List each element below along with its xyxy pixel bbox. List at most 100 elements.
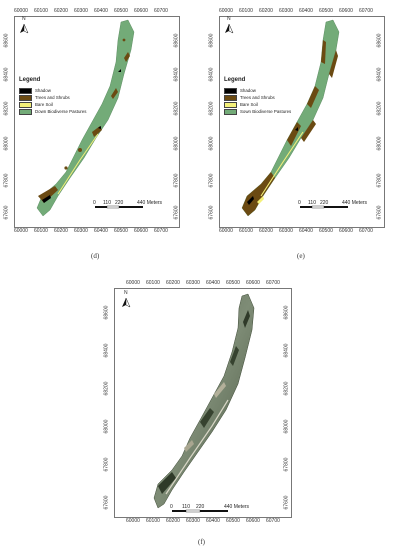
bare-soil-patch [214, 382, 226, 398]
scale-label: 440 Meters [342, 200, 368, 206]
scale-label: 440 Meters [137, 200, 163, 206]
x-tick: 60200 [54, 228, 68, 234]
x-tick: 60400 [299, 8, 313, 14]
x-tick: 60000 [14, 8, 28, 14]
north-arrow-icon [225, 23, 234, 34]
panel-caption-d: (d) [91, 252, 100, 260]
x-tick: 60400 [94, 8, 108, 14]
trees-patch [243, 310, 250, 328]
x-tick: 60600 [134, 8, 148, 14]
x-tick: 60500 [319, 228, 333, 234]
legend-label: Bare Soil [240, 102, 258, 108]
legend-swatch [19, 95, 32, 101]
legend-swatch [19, 102, 32, 108]
x-tick: 60500 [226, 518, 240, 524]
map-panel-d: 60000 60100 60200 60300 60400 60500 6060… [0, 0, 205, 268]
panel-caption-f: (f) [198, 538, 205, 546]
legend-item-pasture: Down Biodiverse Pastures [19, 109, 87, 115]
trees-patch [200, 408, 214, 428]
legend-title: Legend [224, 77, 246, 83]
x-tick: 60100 [146, 518, 160, 524]
scale-label: 0 [170, 504, 173, 510]
bare-soil-road [57, 133, 99, 195]
legend-label: Down Biodiverse Pastures [35, 109, 87, 115]
shadow-patch [118, 69, 121, 72]
legend-label: Trees and Shrubs [35, 95, 70, 101]
map-frame-f [114, 288, 292, 518]
trees-patch [321, 40, 326, 64]
north-label: N [227, 16, 231, 22]
legend-item-shadow: Shadow [224, 88, 256, 94]
x-tick: 60300 [74, 8, 88, 14]
legend-title: Legend [19, 77, 41, 83]
x-tick: 60200 [259, 228, 273, 234]
trees-patch [307, 86, 319, 108]
map-panel-e: 60000 60100 60200 60300 60400 60500 6060… [205, 0, 409, 268]
x-tick: 60600 [246, 518, 260, 524]
x-tick: 60400 [206, 280, 220, 286]
legend-swatch [224, 109, 237, 115]
scale-label: 110 [182, 504, 190, 510]
x-tick: 60000 [219, 228, 233, 234]
x-tick: 60400 [299, 228, 313, 234]
trees-patch [92, 126, 102, 137]
x-tick: 60100 [34, 8, 48, 14]
trees-patch [230, 346, 239, 366]
trees-patch [242, 172, 275, 216]
x-tick: 60500 [226, 280, 240, 286]
legend-label: Shadow [35, 88, 51, 94]
legend-swatch [224, 102, 237, 108]
map-panel-f: 60000 60100 60200 60300 60400 60500 6060… [102, 272, 307, 550]
x-tick: 60100 [34, 228, 48, 234]
scale-label: 110 [308, 200, 316, 206]
panel-caption-e: (e) [297, 252, 305, 260]
aerial-photo-map-f [122, 293, 255, 513]
x-tick: 60400 [94, 228, 108, 234]
x-tick: 60300 [279, 8, 293, 14]
scale-bar [95, 205, 143, 209]
bare-soil-patch [257, 196, 264, 204]
shadow-patch [247, 196, 254, 205]
x-tick: 60200 [259, 8, 273, 14]
legend-item-soil: Bare Soil [19, 102, 53, 108]
legend-swatch [19, 109, 32, 115]
field-area [36, 19, 135, 217]
scale-label: 110 [103, 200, 111, 206]
legend-item-soil: Bare Soil [224, 102, 258, 108]
scale-label: 220 [196, 504, 205, 510]
classified-map-e [225, 19, 348, 217]
legend-item-trees: Trees and Shrubs [224, 95, 275, 101]
legend-label: Sown Biodiverse Pastures [240, 109, 292, 115]
x-tick: 60600 [134, 228, 148, 234]
north-arrow-icon [122, 297, 131, 308]
legend-label: Bare Soil [35, 102, 53, 108]
legend-item-pasture: Sown Biodiverse Pastures [224, 109, 291, 115]
x-tick: 60500 [114, 8, 128, 14]
x-tick: 60300 [186, 518, 200, 524]
legend-item-trees: Trees and Shrubs [19, 95, 70, 101]
x-tick: 60700 [154, 8, 168, 14]
trees-patch [301, 120, 316, 142]
x-tick: 60000 [126, 518, 140, 524]
scale-label: 220 [320, 200, 329, 206]
x-tick: 60300 [74, 228, 88, 234]
trees-patch [329, 50, 338, 78]
x-tick: 60300 [279, 228, 293, 234]
trees-patch [64, 166, 68, 170]
x-tick: 60100 [239, 8, 253, 14]
north-label: N [22, 16, 26, 22]
north-arrow-icon [20, 23, 29, 34]
x-tick: 60000 [14, 228, 28, 234]
bare-soil-patch [184, 440, 194, 452]
legend-label: Trees and Shrubs [240, 95, 275, 101]
legend-swatch [224, 95, 237, 101]
x-tick: 60500 [114, 228, 128, 234]
scale-label: 0 [93, 200, 96, 206]
trees-patch [158, 472, 176, 494]
trees-patch [124, 52, 130, 62]
x-tick: 60700 [359, 228, 373, 234]
legend-swatch [224, 88, 237, 94]
x-tick: 60400 [206, 518, 220, 524]
classified-map-d [20, 19, 143, 217]
x-tick: 60700 [266, 518, 280, 524]
